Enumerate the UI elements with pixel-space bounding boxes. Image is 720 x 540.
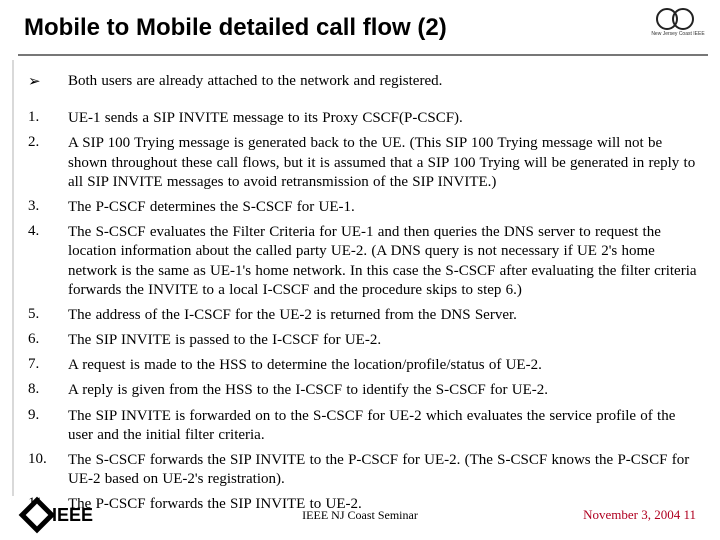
step-line: 4.The S-CSCF evaluates the Filter Criter…: [28, 223, 702, 300]
step-text: The S-CSCF forwards the SIP INVITE to th…: [68, 451, 702, 489]
step-line: 5.The address of the I-CSCF for the UE-2…: [28, 306, 702, 325]
content-area: ➢ Both users are already attached to the…: [28, 72, 702, 486]
step-marker: 2.: [28, 134, 68, 151]
ieee-logo: IEEE: [24, 502, 93, 528]
step-line: 7.A request is made to the HSS to determ…: [28, 356, 702, 375]
step-text: A request is made to the HSS to determin…: [68, 356, 702, 375]
step-marker: 6.: [28, 331, 68, 348]
step-marker: 1.: [28, 109, 68, 126]
step-line: 1.UE-1 sends a SIP INVITE message to its…: [28, 109, 702, 128]
step-text: The address of the I-CSCF for the UE-2 i…: [68, 306, 702, 325]
step-text: UE-1 sends a SIP INVITE message to its P…: [68, 109, 702, 128]
page-title: Mobile to Mobile detailed call flow (2): [24, 14, 696, 42]
step-line: 3.The P-CSCF determines the S-CSCF for U…: [28, 198, 702, 217]
ieee-logo-text: IEEE: [52, 505, 93, 526]
step-text: A reply is given from the HSS to the I-C…: [68, 381, 702, 400]
footer-date-text: November 3, 2004: [583, 507, 680, 522]
step-marker: 4.: [28, 223, 68, 240]
step-text: The S-CSCF evaluates the Filter Criteria…: [68, 223, 702, 300]
corner-logo-label: New Jersey Coast IEEE: [650, 32, 706, 37]
footer-page-number: 11: [683, 507, 696, 522]
logo-ring-right: [672, 8, 694, 30]
step-line: 8.A reply is given from the HSS to the I…: [28, 381, 702, 400]
footer-center-text: IEEE NJ Coast Seminar: [302, 508, 418, 523]
left-vertical-rule: [12, 60, 14, 496]
step-line: 9.The SIP INVITE is forwarded on to the …: [28, 407, 702, 445]
step-marker: 8.: [28, 381, 68, 398]
title-rule: [18, 54, 708, 56]
step-marker: 9.: [28, 407, 68, 424]
intro-line: ➢ Both users are already attached to the…: [28, 72, 702, 91]
corner-logo: New Jersey Coast IEEE: [650, 8, 706, 50]
step-marker: 10.: [28, 451, 68, 468]
step-text: The SIP INVITE is passed to the I-CSCF f…: [68, 331, 702, 350]
footer-date: November 3, 2004 11: [583, 507, 696, 523]
step-text: A SIP 100 Trying message is generated ba…: [68, 134, 702, 192]
intro-bullet: ➢: [28, 72, 68, 91]
step-line: 6.The SIP INVITE is passed to the I-CSCF…: [28, 331, 702, 350]
intro-text: Both users are already attached to the n…: [68, 72, 702, 91]
step-marker: 5.: [28, 306, 68, 323]
step-line: 10.The S-CSCF forwards the SIP INVITE to…: [28, 451, 702, 489]
step-line: 2.A SIP 100 Trying message is generated …: [28, 134, 702, 192]
step-marker: 3.: [28, 198, 68, 215]
step-text: The P-CSCF determines the S-CSCF for UE-…: [68, 198, 702, 217]
footer: IEEE IEEE NJ Coast Seminar November 3, 2…: [24, 502, 696, 528]
ieee-diamond-icon: [19, 497, 56, 534]
step-text: The SIP INVITE is forwarded on to the S-…: [68, 407, 702, 445]
step-marker: 7.: [28, 356, 68, 373]
